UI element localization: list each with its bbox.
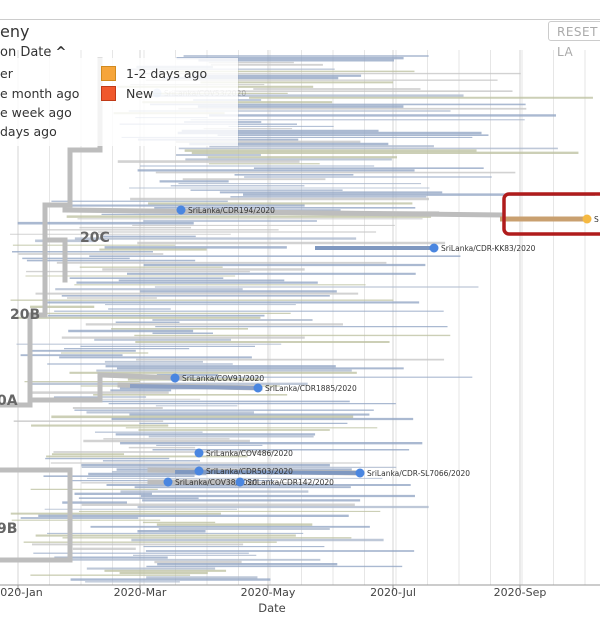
tip[interactable]: S <box>582 214 600 225</box>
x-axis-tick-label: 2020-Mar <box>114 586 167 599</box>
tip-marker[interactable] <box>429 243 439 253</box>
legend-item[interactable]: er <box>0 66 13 81</box>
tip-label: SriLanka/COV91/2020 <box>182 374 264 383</box>
legend-item[interactable]: e month ago <box>0 86 80 101</box>
clade-label: 9B <box>0 521 17 537</box>
legend-item[interactable]: days ago <box>0 124 57 139</box>
color-by-text: on Date <box>0 45 52 60</box>
tip-label: SriLanka/CDR-SL7066/2020 <box>367 469 470 478</box>
tip[interactable]: SriLanka/CDR194/2020 <box>176 205 276 216</box>
highlight-annotation-box <box>502 192 600 236</box>
legend-swatch-orange <box>101 66 116 81</box>
tip-marker[interactable] <box>170 373 180 383</box>
reset-layout-button[interactable]: RESET LA <box>548 21 600 59</box>
tip-label: SriLanka/CDR1885/2020 <box>265 384 357 393</box>
tip-label: S <box>594 215 599 224</box>
tip[interactable]: SriLanka/COV38/2020 <box>163 477 258 488</box>
legend-item[interactable]: e week ago <box>0 105 72 120</box>
x-axis-tick-label: 2020-May <box>241 586 296 599</box>
tip[interactable]: SriLanka/CDR503/2020 <box>194 466 294 477</box>
tip[interactable]: SriLanka/COV91/2020 <box>170 373 265 384</box>
legend-background <box>0 58 238 146</box>
tip-marker[interactable] <box>253 383 263 393</box>
tip-label: SriLanka/COV38/2020 <box>175 478 257 487</box>
tip-label: SriLanka/CDR194/2020 <box>188 206 275 215</box>
backbone-branch <box>97 372 183 381</box>
branch-highlight <box>129 384 259 390</box>
tip-marker[interactable] <box>194 466 204 476</box>
tip[interactable]: SriLanka/CDR-SL7066/2020 <box>355 468 471 479</box>
legend-item[interactable]: New <box>126 86 154 101</box>
x-axis-tick-label: 2020-Jan <box>0 586 43 599</box>
tip-label: SriLanka/COV486/2020 <box>206 449 293 458</box>
x-axis-label: Date <box>258 601 286 615</box>
tip-marker[interactable] <box>355 468 365 478</box>
branch-highlight <box>174 470 361 475</box>
tip-label: SriLanka/CDR142/2020 <box>247 478 334 487</box>
tip-label: SriLanka/CDR503/2020 <box>206 467 293 476</box>
backbone-branch <box>62 207 503 218</box>
color-by-label[interactable]: on Date ^ <box>0 45 66 60</box>
tip-label: SriLanka/CDR-KK83/2020 <box>441 244 536 253</box>
tip-marker[interactable] <box>582 214 592 224</box>
tip-marker[interactable] <box>194 448 204 458</box>
chevron-up-icon[interactable]: ^ <box>55 45 67 60</box>
x-axis-tick-label: 2020-Jul <box>370 586 416 599</box>
tip-marker[interactable] <box>176 205 186 215</box>
panel-title: eny <box>0 22 30 41</box>
clade-label: 20C <box>80 230 110 246</box>
tip[interactable]: SriLanka/CDR142/2020 <box>235 477 335 488</box>
tip-marker[interactable] <box>235 477 245 487</box>
clade-label: 20B <box>10 307 40 323</box>
tip[interactable]: SriLanka/CDR1885/2020 <box>253 383 357 394</box>
tip-marker[interactable] <box>163 477 173 487</box>
clade-label: 0A <box>0 393 18 409</box>
tip[interactable]: SriLanka/CDR-KK83/2020 <box>429 243 536 254</box>
tip[interactable]: SriLanka/COV486/2020 <box>194 448 294 459</box>
x-axis-tick-label: 2020-Sep <box>494 586 547 599</box>
legend-swatch-red <box>101 86 116 101</box>
panel-divider <box>0 19 600 20</box>
legend-item[interactable]: 1-2 days ago <box>126 66 208 81</box>
